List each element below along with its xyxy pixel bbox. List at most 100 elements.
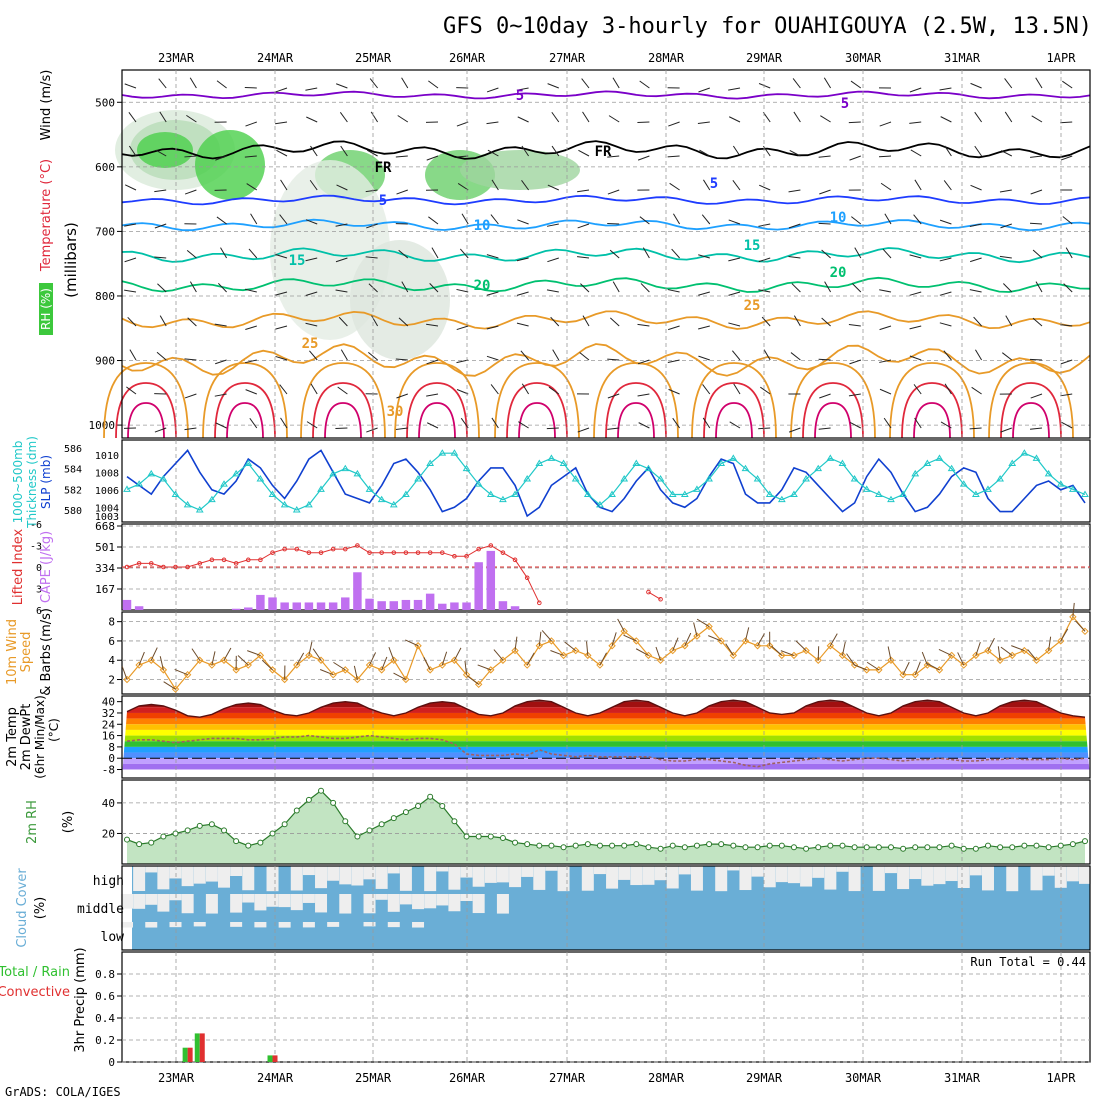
wind-barb <box>156 351 167 361</box>
wind-barb <box>607 222 620 225</box>
wind-barb-10m <box>926 663 940 671</box>
wind-barb <box>128 145 137 157</box>
wind-barb-10m <box>684 632 692 646</box>
wind-axis-label-2: Speed <box>19 632 34 673</box>
cloud-gap <box>302 922 315 928</box>
wind-barb-10m <box>997 646 1001 661</box>
thickness-point <box>559 459 568 466</box>
wind-barb <box>818 427 831 430</box>
rh-point <box>803 845 810 852</box>
wind-barb <box>698 87 710 93</box>
surface-temperature-contour <box>691 362 777 439</box>
wind-barb <box>762 145 771 157</box>
cloud-gap <box>496 894 509 914</box>
wind-barb-10m <box>655 646 662 661</box>
cloud-gap <box>787 866 800 884</box>
cloud-gap <box>654 866 667 881</box>
rh-point <box>342 818 349 825</box>
cloud-gap <box>666 866 679 889</box>
rh-point <box>330 799 337 806</box>
wind-barb <box>520 350 529 361</box>
rh-point <box>257 839 264 846</box>
wind-barb-10m <box>586 641 589 656</box>
thickness-point <box>887 495 895 503</box>
thickness-point <box>195 506 204 513</box>
wind-barb <box>788 223 801 229</box>
wind-barb <box>368 351 378 361</box>
wind-barb <box>607 393 620 399</box>
thickness-point <box>474 480 483 487</box>
lifted-index-point <box>524 575 530 581</box>
wind-barb <box>124 83 137 89</box>
cape-bar <box>365 598 374 610</box>
thickness-point <box>123 485 131 492</box>
rh-point <box>1069 841 1076 848</box>
wind-speed-point <box>668 646 677 655</box>
wind-barb <box>607 189 620 195</box>
rh-axis-label: RH (%) <box>39 288 53 330</box>
rh-point <box>815 844 822 851</box>
wind-barb <box>310 383 318 395</box>
slp-axis-label: SLP (mb) <box>39 455 53 509</box>
bottom-date-label: 26MAR <box>449 1071 486 1085</box>
wind-barb-10m <box>150 647 158 661</box>
wind-speed-point <box>620 627 628 636</box>
wind-barb <box>761 316 771 327</box>
cloud-gap <box>630 866 643 886</box>
wind-barb <box>395 155 408 158</box>
wind-barb <box>939 322 952 327</box>
cloud-gap <box>509 866 522 888</box>
wind-barb <box>914 417 922 429</box>
wind-barb <box>214 323 227 327</box>
thickness-point <box>486 490 495 497</box>
wind-barb <box>521 383 530 395</box>
wind-barb <box>517 116 529 123</box>
wind-barb <box>879 325 892 331</box>
wind-barb-10m <box>693 622 698 637</box>
cloud-gap <box>812 866 825 878</box>
cape-bar <box>450 602 459 610</box>
thickness-point <box>292 506 301 513</box>
cape-tick-label: 167 <box>95 583 115 596</box>
lifted-index-point <box>355 543 360 548</box>
cloud-gap <box>715 866 728 892</box>
cloud-gap <box>581 866 594 891</box>
wind-barb <box>698 355 710 361</box>
wind-barb <box>702 384 711 395</box>
rh-point <box>184 827 191 834</box>
temperature-contour <box>121 90 1091 100</box>
cape-tick-label: 501 <box>95 541 115 554</box>
thickness-point <box>850 475 859 482</box>
rh-point <box>439 802 446 809</box>
wind-barb <box>607 358 620 361</box>
wind-barb-10m <box>623 634 637 642</box>
wind-barb <box>124 223 137 227</box>
wind-speed-point <box>814 656 822 664</box>
bottom-date-label: 1APR <box>1047 1071 1077 1085</box>
rh-point <box>281 821 288 828</box>
rh-point <box>1021 842 1028 849</box>
wind-barb-10m <box>957 652 965 666</box>
cape-bar <box>498 601 508 610</box>
wind-barb <box>580 283 590 293</box>
wind-barb <box>849 359 861 365</box>
rh-point <box>451 818 458 825</box>
wind-barb-10m <box>550 650 564 656</box>
cloud-gap <box>375 866 388 889</box>
cape-bar <box>474 562 483 610</box>
thickness-point <box>862 485 871 492</box>
wind-speed-point <box>450 656 459 664</box>
wind-speed-point <box>147 656 155 664</box>
cloud-cover-panel: high middle low Cloud Cover (%) <box>15 865 1091 951</box>
wind-barb <box>609 249 620 259</box>
wind-speed-point <box>753 642 762 650</box>
wind-barb <box>426 323 439 327</box>
wind-barb <box>970 184 982 191</box>
wind-barb <box>426 422 439 429</box>
wind-barb <box>305 219 318 225</box>
thickness-point <box>996 475 1004 482</box>
cloud-gap <box>618 866 631 880</box>
thickness-axis-label: 1000~500mb <box>11 441 25 524</box>
thickness-point <box>220 480 228 487</box>
thickness-point <box>499 495 507 503</box>
